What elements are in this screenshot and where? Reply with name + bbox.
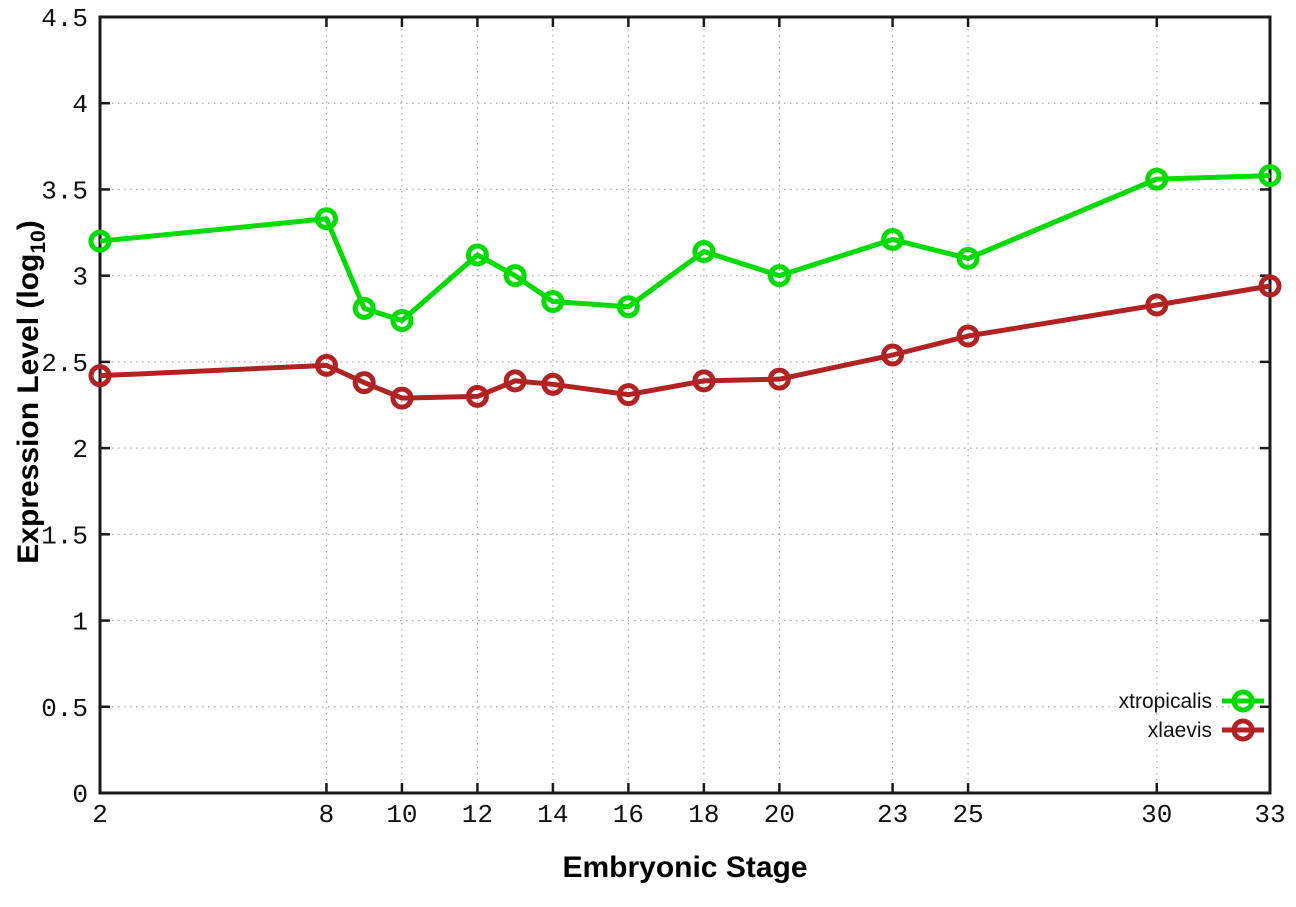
legend-entry-xlaevis: xlaevis bbox=[1148, 718, 1264, 742]
point-xlaevis-stage-18 bbox=[692, 369, 716, 393]
point-xtropicalis-stage-12 bbox=[465, 243, 489, 267]
point-xlaevis-stage-25 bbox=[956, 324, 980, 348]
point-xtropicalis-stage-8 bbox=[314, 207, 338, 231]
legend-marker-xtropicalis bbox=[1231, 689, 1255, 713]
x-tick-label-33: 33 bbox=[1254, 800, 1285, 830]
legend-entry-xtropicalis: xtropicalis bbox=[1119, 689, 1264, 713]
x-tick-label-16: 16 bbox=[613, 800, 644, 830]
point-xlaevis-stage-2 bbox=[88, 364, 112, 388]
y-tick-labels: 0 0.5 1 1.5 2 2.5 3 3.5 4 4.5 bbox=[41, 4, 88, 810]
point-xtropicalis-stage-33 bbox=[1258, 164, 1282, 188]
x-axis-title: Embryonic Stage bbox=[562, 851, 807, 884]
point-xtropicalis-stage-16 bbox=[616, 295, 640, 319]
legend-label-xtropicalis: xtropicalis bbox=[1119, 690, 1212, 713]
y-tick-label-0: 0 bbox=[72, 780, 88, 810]
y-tick-label-4: 4 bbox=[72, 90, 88, 120]
x-tick-label-30: 30 bbox=[1141, 800, 1172, 830]
point-xtropicalis-stage-30 bbox=[1145, 167, 1169, 191]
x-tick-label-12: 12 bbox=[462, 800, 493, 830]
grid bbox=[100, 17, 1270, 793]
point-xlaevis-stage-8 bbox=[314, 353, 338, 377]
y-axis-title: Expression Level (log10) bbox=[12, 220, 50, 563]
legend-label-xlaevis: xlaevis bbox=[1148, 719, 1212, 742]
y-tick-label-1: 1 bbox=[72, 608, 88, 638]
axis-ticks bbox=[98, 15, 1272, 795]
point-xlaevis-stage-9 bbox=[352, 371, 376, 395]
legend-marker-xlaevis bbox=[1231, 718, 1255, 742]
x-tick-label-20: 20 bbox=[764, 800, 795, 830]
point-xlaevis-stage-12 bbox=[465, 384, 489, 408]
point-xtropicalis-stage-10 bbox=[390, 309, 414, 333]
legend: xtropicalis xlaevis bbox=[1119, 689, 1264, 742]
x-tick-label-8: 8 bbox=[319, 800, 335, 830]
x-tick-label-14: 14 bbox=[537, 800, 568, 830]
series-xlaevis bbox=[88, 274, 1282, 410]
y-axis-title-suffix: ) bbox=[12, 220, 45, 230]
line-xlaevis bbox=[99, 283, 1271, 401]
point-xtropicalis-stage-9 bbox=[352, 296, 376, 320]
y-tick-label-4.5: 4.5 bbox=[41, 4, 88, 34]
point-xlaevis-stage-10 bbox=[390, 386, 414, 410]
point-xlaevis-stage-20 bbox=[767, 367, 791, 391]
point-xlaevis-stage-23 bbox=[881, 343, 905, 367]
x-tick-label-25: 25 bbox=[952, 800, 983, 830]
point-xlaevis-stage-14 bbox=[541, 372, 565, 396]
y-axis-title-main: Expression Level (log bbox=[12, 254, 45, 564]
x-tick-label-2: 2 bbox=[92, 800, 108, 830]
plot-border bbox=[98, 15, 1272, 795]
x-tick-labels: 2 8 10 12 14 16 18 20 23 25 30 33 bbox=[92, 800, 1285, 830]
point-xtropicalis-stage-13 bbox=[503, 264, 527, 288]
y-tick-label-3.5: 3.5 bbox=[41, 176, 88, 206]
point-xtropicalis-stage-18 bbox=[692, 240, 716, 264]
point-xtropicalis-stage-25 bbox=[956, 246, 980, 270]
y-tick-label-1.5: 1.5 bbox=[41, 521, 88, 551]
point-xlaevis-stage-13 bbox=[503, 369, 527, 393]
x-tick-label-18: 18 bbox=[688, 800, 719, 830]
point-xtropicalis-stage-20 bbox=[767, 264, 791, 288]
point-xtropicalis-stage-2 bbox=[88, 229, 112, 253]
y-tick-label-0.5: 0.5 bbox=[41, 694, 88, 724]
point-xtropicalis-stage-23 bbox=[881, 227, 905, 251]
y-axis-title-subscript: 10 bbox=[27, 230, 50, 253]
x-tick-label-10: 10 bbox=[386, 800, 417, 830]
point-xtropicalis-stage-14 bbox=[541, 290, 565, 314]
y-tick-label-2: 2 bbox=[72, 435, 88, 465]
series-xtropicalis bbox=[88, 164, 1282, 333]
point-xlaevis-stage-30 bbox=[1145, 293, 1169, 317]
y-tick-label-3: 3 bbox=[72, 263, 88, 293]
point-xlaevis-stage-16 bbox=[616, 383, 640, 407]
x-tick-label-23: 23 bbox=[877, 800, 908, 830]
line-xtropicalis bbox=[99, 173, 1271, 324]
point-xlaevis-stage-33 bbox=[1258, 274, 1282, 298]
y-tick-label-2.5: 2.5 bbox=[41, 349, 88, 379]
